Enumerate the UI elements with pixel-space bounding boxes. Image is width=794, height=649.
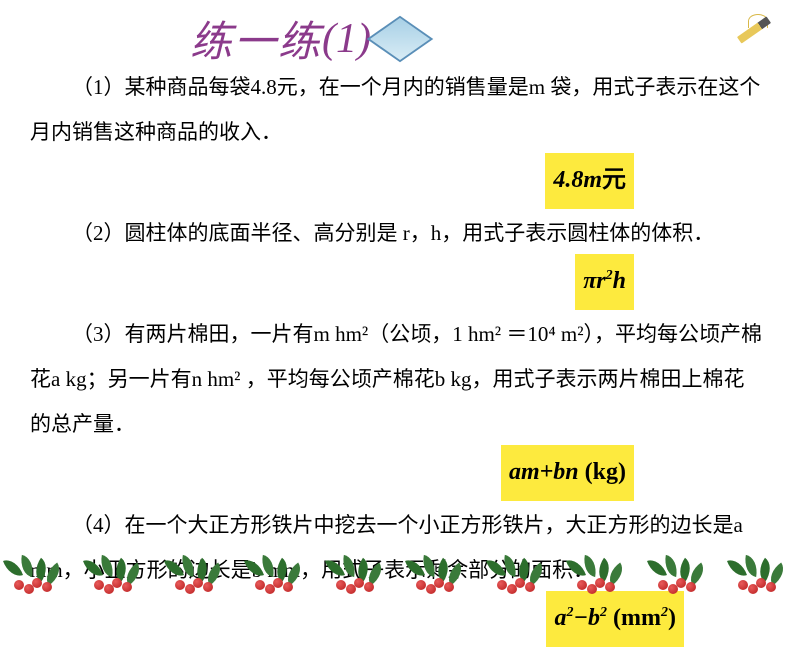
holly-cluster [80, 556, 150, 596]
answer-2: πr2h [575, 254, 634, 310]
holly-cluster [0, 556, 70, 596]
answer-row-1: 4.8m元 [30, 153, 764, 209]
answer-4: a2−b2 (mm2) [546, 591, 684, 647]
answer-1: 4.8m元 [545, 153, 634, 209]
answer-row-2: πr2h [30, 254, 764, 310]
holly-cluster [322, 556, 392, 596]
pencil-icon [734, 10, 774, 50]
answer-3: am+bn (kg) [501, 445, 634, 501]
holly-cluster [241, 556, 311, 596]
problem-1: （1）某种商品每袋4.8元，在一个月内的销售量是m 袋，用式子表示在这个月内销售… [30, 65, 764, 155]
holly-cluster [402, 556, 472, 596]
diamond-icon [377, 16, 423, 62]
holly-cluster [644, 556, 714, 596]
problem-3: （3）有两片棉田，一片有m hm²（公顷，1 hm² ＝10⁴ m²），平均每公… [30, 312, 764, 447]
holly-cluster [563, 556, 633, 596]
title-text: 练一练 [190, 8, 322, 69]
problem-2: （2）圆柱体的底面半径、高分别是 r，h，用式子表示圆柱体的体积． [30, 211, 764, 256]
slide-title: 练一练 (1) [190, 8, 423, 69]
holly-cluster [161, 556, 231, 596]
answer-row-3: am+bn (kg) [30, 445, 764, 501]
title-number: (1) [322, 15, 371, 63]
holly-cluster [724, 556, 794, 596]
answer-row-4: a2−b2 (mm2) [30, 591, 764, 647]
holly-border [0, 556, 794, 596]
holly-cluster [483, 556, 553, 596]
